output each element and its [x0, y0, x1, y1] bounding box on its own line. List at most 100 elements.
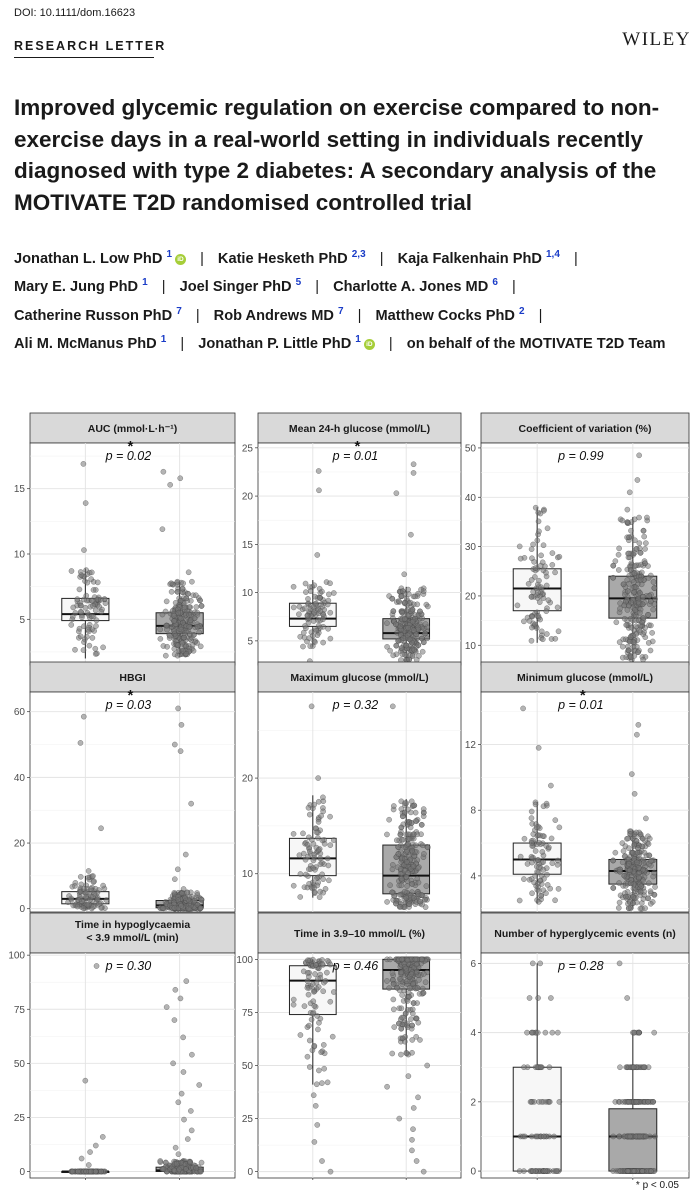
data-point: [177, 995, 184, 1002]
orcid-icon[interactable]: iD: [175, 253, 186, 265]
data-point: [528, 577, 535, 583]
data-point: [552, 569, 558, 576]
data-point: [69, 1168, 76, 1175]
data-point: [301, 605, 308, 612]
data-point: [406, 993, 412, 1000]
panel-title-line: HBGI: [119, 672, 145, 684]
affiliation-superscript[interactable]: 6: [492, 277, 498, 289]
author-name[interactable]: Kaja Falkenhain PhD 1,4: [397, 249, 560, 267]
data-point: [319, 837, 326, 844]
data-point: [412, 809, 419, 816]
data-point: [635, 845, 641, 851]
data-point: [409, 1022, 415, 1029]
data-point: [82, 1077, 89, 1084]
data-point: [520, 705, 526, 712]
author-name[interactable]: Catherine Russon PhD 7: [14, 305, 182, 324]
data-point: [160, 905, 167, 912]
author-name[interactable]: Mary E. Jung PhD 1: [14, 277, 148, 296]
affiliation-superscript[interactable]: 7: [176, 305, 182, 317]
data-point: [530, 541, 536, 548]
data-point: [541, 507, 547, 514]
data-point: [532, 504, 539, 511]
author-name[interactable]: Joel Singer PhD 5: [179, 277, 302, 296]
author-name[interactable]: Rob Andrews MD 7: [213, 305, 344, 324]
publisher-logo[interactable]: WILEY: [622, 29, 691, 50]
data-point: [324, 601, 331, 608]
data-point: [640, 656, 646, 663]
data-point: [625, 905, 632, 912]
author-name[interactable]: Katie Hesketh PhD 2,3: [217, 249, 366, 267]
data-point: [89, 894, 96, 900]
data-point: [315, 1026, 321, 1033]
affiliation-superscript[interactable]: 1,4: [546, 249, 560, 260]
data-point: [196, 1082, 203, 1088]
data-point: [540, 867, 547, 873]
data-point: [516, 897, 523, 904]
significance-star: *: [127, 687, 133, 704]
data-point: [171, 741, 178, 748]
data-point: [405, 841, 412, 847]
data-point: [409, 1147, 415, 1154]
data-point: [400, 635, 407, 641]
data-point: [81, 547, 87, 553]
author-name[interactable]: Jonathan P. Little PhD 1 iD: [198, 334, 375, 352]
data-point: [640, 896, 647, 902]
author-name[interactable]: Jonathan L. Low PhD 1 iD: [14, 249, 186, 267]
affiliation-superscript[interactable]: 2,3: [351, 249, 366, 260]
author-name[interactable]: Matthew Cocks PhD 2: [375, 305, 525, 324]
affiliation-superscript[interactable]: 1: [166, 249, 172, 260]
data-point: [635, 865, 642, 871]
data-point: [398, 882, 405, 889]
data-point: [628, 527, 634, 534]
data-point: [405, 586, 411, 593]
data-point: [316, 487, 322, 494]
data-point: [617, 866, 623, 873]
data-point: [305, 596, 311, 602]
data-point: [634, 731, 640, 738]
data-point: [420, 971, 427, 977]
data-point: [310, 1092, 317, 1099]
affiliation-superscript[interactable]: 1: [142, 277, 148, 289]
data-point: [393, 621, 399, 628]
data-point: [68, 568, 75, 574]
data-point: [616, 639, 623, 645]
affiliation-superscript[interactable]: 7: [338, 305, 344, 317]
data-point: [300, 830, 306, 837]
author-name[interactable]: Ali M. McManus PhD 1: [14, 334, 167, 352]
data-point: [94, 579, 101, 586]
y-tick-label: 10: [242, 588, 254, 599]
data-point: [330, 989, 337, 995]
data-point: [181, 634, 187, 641]
data-point: [159, 526, 166, 533]
data-point: [544, 871, 550, 878]
y-tick-label: 25: [14, 1113, 26, 1124]
data-point: [543, 631, 550, 637]
data-point: [196, 629, 203, 636]
data-point: [636, 452, 642, 459]
author-name[interactable]: Charlotte A. Jones MD 6: [333, 277, 498, 296]
data-point: [556, 553, 563, 560]
data-point: [193, 1165, 200, 1172]
p-value-label: p = 0.02: [105, 449, 152, 463]
data-point: [179, 640, 186, 646]
affiliation-superscript[interactable]: 1: [355, 334, 361, 346]
affiliation-superscript[interactable]: 2: [519, 305, 525, 317]
affiliation-superscript[interactable]: 5: [295, 277, 302, 289]
data-point: [396, 1115, 403, 1122]
data-point: [327, 998, 334, 1005]
data-point: [526, 618, 533, 624]
affiliation-superscript[interactable]: 1: [160, 334, 167, 346]
data-point: [632, 563, 638, 569]
data-point: [516, 1168, 523, 1174]
data-point: [424, 1062, 431, 1069]
data-point: [540, 542, 547, 549]
data-point: [80, 596, 87, 603]
doi[interactable]: DOI: 10.1111/dom.16623: [14, 7, 136, 19]
orcid-icon[interactable]: iD: [363, 338, 375, 350]
data-point: [290, 1001, 297, 1008]
panel-border: [29, 952, 236, 1179]
data-point: [535, 899, 542, 905]
data-point: [648, 622, 654, 629]
data-point: [528, 1133, 535, 1140]
data-point: [78, 1155, 85, 1162]
